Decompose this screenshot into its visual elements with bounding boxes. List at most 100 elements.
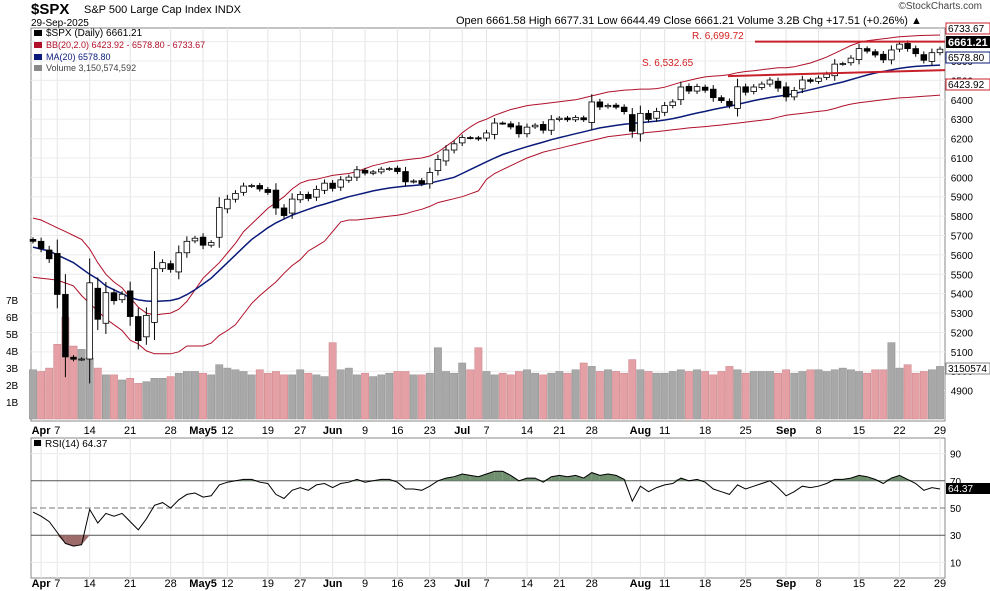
candle-down (499, 122, 506, 125)
rsi-x-tick-label: Aug (630, 578, 651, 590)
candle-up (240, 185, 247, 193)
x-tick-label: Sep (776, 425, 796, 437)
volume-tag: 3150574 (948, 364, 987, 375)
candle-up (337, 179, 344, 188)
y-tick-label: 5100 (951, 348, 974, 359)
candle-up (143, 314, 150, 338)
support-resistance-lines (727, 40, 946, 78)
volume-bar (369, 376, 378, 420)
candle-up (345, 176, 353, 181)
rsi-overbought-fill (494, 471, 503, 481)
rsi-x-tick-label: 8 (815, 578, 821, 590)
candle-down (515, 125, 523, 135)
rsi-overbought-fill (883, 478, 892, 481)
volume-bar (725, 366, 734, 420)
rsi-oversold-fill (73, 535, 82, 547)
rsi-overbought-fill (575, 475, 584, 481)
volume-bar (579, 362, 588, 420)
volume-bar (717, 371, 726, 420)
candle-up (442, 149, 450, 162)
volume-bar (434, 347, 442, 420)
rsi-oversold-fill (65, 535, 74, 547)
volume-bar (830, 369, 839, 420)
candle-down (596, 101, 604, 108)
rsi-x-tick-label: 22 (893, 578, 905, 590)
bb-lower-tag: 6423.92 (948, 80, 985, 91)
resistance-label: R. 6,699.72 (692, 31, 744, 42)
rsi-overbought-fill (535, 478, 544, 481)
volume-bar (798, 371, 807, 420)
x-tick-label: 27 (294, 425, 306, 437)
candle-down (167, 263, 174, 270)
candle-up (78, 358, 85, 361)
volume-bar (766, 371, 774, 420)
volume-bar (628, 359, 637, 420)
candle-up (855, 48, 863, 60)
volume-bar (377, 374, 386, 420)
volume-bar (344, 367, 353, 420)
volume-bar (506, 374, 515, 420)
bb-upper-tag: 6733.67 (948, 24, 985, 35)
rsi-x-tick-label: Apr (32, 578, 52, 590)
x-tick-label: May5 (189, 425, 217, 437)
rsi-x-tick-label: 7 (54, 578, 60, 590)
volume-bar (676, 369, 685, 420)
volume-bar (531, 372, 539, 420)
x-tick-label: Aug (630, 425, 651, 437)
volume-bar (733, 369, 742, 420)
rsi-overbought-fill (607, 474, 617, 481)
x-tick-label: 7 (54, 425, 60, 437)
volume-bar (790, 372, 799, 420)
x-tick-label: 8 (815, 425, 821, 437)
candle-down (126, 290, 134, 317)
price-panel-frame (30, 27, 946, 422)
y-tick-label: 6000 (951, 173, 974, 184)
volume-bar (320, 376, 329, 420)
volume-bar (652, 372, 661, 420)
rsi-x-tick-label: 28 (165, 578, 177, 590)
volume-bar (490, 374, 499, 420)
candle-down (871, 51, 879, 56)
volume-bar (101, 374, 110, 420)
x-tick-label: Jun (323, 425, 343, 437)
rsi-legend: RSI(14) 64.37 (45, 439, 108, 450)
volume-tag-box (945, 362, 990, 375)
x-tick-label: 23 (424, 425, 436, 437)
volume-bar (215, 364, 224, 420)
candle-up (434, 159, 442, 171)
bb-lower-tag-box (945, 78, 990, 91)
volume-bar (838, 367, 847, 420)
candle-up (175, 252, 183, 273)
rsi-tick-label: 90 (950, 450, 962, 461)
volume-bar (126, 378, 135, 420)
candle-down (920, 54, 928, 61)
ohlc-summary: Open 6661.58 High 6677.31 Low 6644.49 Cl… (456, 15, 922, 27)
candle-down (272, 189, 280, 209)
volume-bar (547, 372, 556, 420)
rsi-x-tick-label: 23 (424, 578, 436, 590)
x-tick-label: 7 (483, 425, 489, 437)
ma-legend-swatch (34, 54, 42, 60)
rsi-x-tick-label: 28 (586, 578, 598, 590)
candle-down (701, 86, 709, 91)
candle-down (620, 106, 628, 113)
rsi-line (32, 470, 941, 547)
volume-bar (563, 372, 572, 420)
x-tick-label: 14 (521, 425, 533, 437)
volume-bar (620, 372, 629, 420)
candle-down (199, 236, 207, 246)
volume-bar (887, 342, 896, 420)
volume-tick-label: 7B (6, 296, 19, 307)
candle-up (693, 86, 701, 92)
candle-up (799, 79, 806, 90)
rsi-line-path (32, 470, 941, 547)
rsi-x-tick-label: 21 (553, 578, 565, 590)
candle-up (572, 117, 579, 121)
candle-down (904, 43, 911, 50)
ma-tag: 6578.80 (948, 53, 985, 64)
rsi-tag-box (946, 483, 990, 494)
volume-bar (523, 369, 531, 420)
volume-bar (247, 374, 256, 420)
candle-down (645, 112, 652, 120)
